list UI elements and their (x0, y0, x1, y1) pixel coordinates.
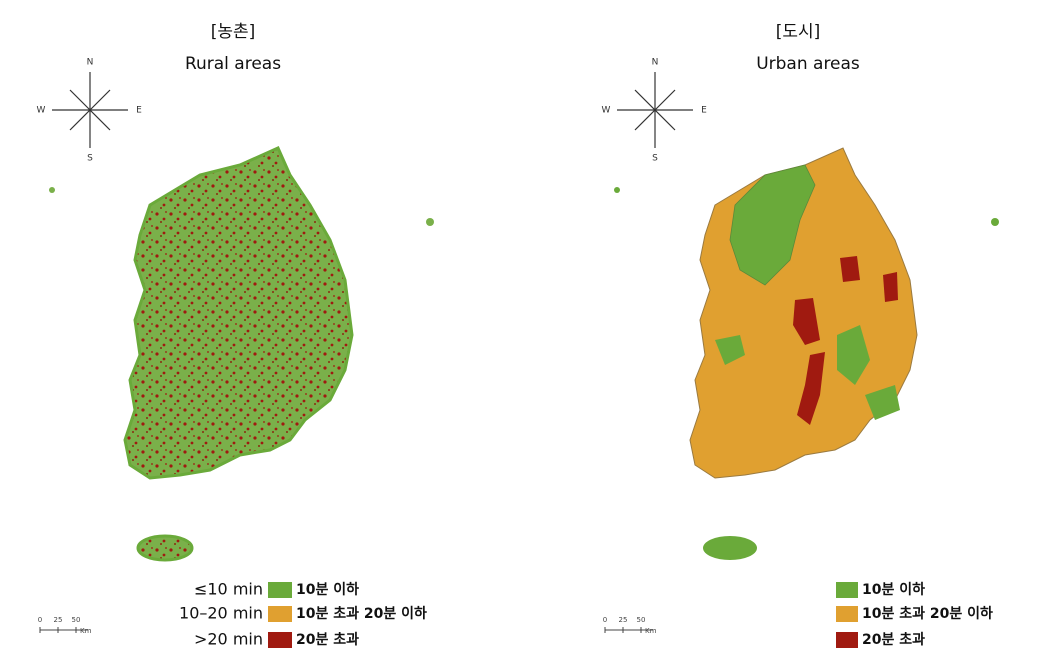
map-region (715, 335, 745, 365)
legend-label-en: 10–20 min (179, 604, 263, 623)
legend-label-en: >20 min (194, 630, 263, 649)
legend: 10분 이하 10분 초과 20분 이하 20분 초과 (836, 581, 993, 648)
legend-swatch (268, 582, 292, 598)
legend-label: 10분 초과 20분 이하 (862, 605, 993, 622)
panel-title: [도시] (776, 22, 821, 42)
legend: ≤10 min 10분 이하 10–20 min 10분 초과 20분 이하 >… (179, 580, 427, 649)
map-region (797, 352, 825, 425)
compass-n: N (652, 58, 659, 68)
rural-panel: [농촌] Rural areas N E S W 0 25 50 Km ≤10 … (37, 22, 434, 649)
legend-label: 20분 초과 (296, 632, 359, 648)
scale-label: 0 (38, 616, 42, 624)
map-island (49, 187, 55, 193)
map-jeju (136, 534, 194, 562)
panel-subtitle: Urban areas (756, 54, 860, 74)
legend-label: 10분 초과 20분 이하 (296, 605, 427, 622)
compass-e: E (701, 106, 707, 116)
scale-label: 25 (54, 616, 63, 624)
compass-w: W (37, 106, 46, 116)
compass-w: W (602, 106, 611, 116)
map-jeju (703, 536, 757, 560)
legend-swatch (268, 632, 292, 648)
map-region (883, 272, 898, 302)
map-region (729, 164, 816, 286)
map-island (426, 218, 434, 226)
legend-label-en: ≤10 min (194, 580, 263, 599)
legend-swatch (836, 582, 858, 598)
map-region (837, 325, 870, 385)
legend-label: 20분 초과 (862, 632, 925, 648)
legend-swatch (836, 632, 858, 648)
scale-bar (39, 627, 88, 633)
legend-swatch (268, 606, 292, 622)
scale-label: 50 (637, 616, 646, 624)
map-region (793, 298, 820, 345)
scale-unit: Km (645, 627, 657, 635)
scale-label: 50 (72, 616, 81, 624)
compass (52, 72, 128, 148)
compass-n: N (87, 58, 94, 68)
legend-swatch (836, 606, 858, 622)
scale-bar (604, 627, 653, 633)
legend-label: 10분 이하 (862, 581, 925, 598)
scale-label: 25 (619, 616, 628, 624)
map-mainland (123, 146, 354, 480)
map-urban (689, 147, 918, 479)
map-island (614, 187, 620, 193)
compass (617, 72, 693, 148)
compass-e: E (136, 106, 142, 116)
legend-label: 10분 이하 (296, 581, 359, 598)
map-region (840, 256, 860, 282)
map-island (991, 218, 999, 226)
panel-title: [농촌] (211, 22, 256, 42)
map-region (865, 385, 900, 420)
compass-s: S (652, 154, 658, 164)
panel-subtitle: Rural areas (185, 54, 281, 74)
compass-s: S (87, 154, 93, 164)
urban-panel: [도시] Urban areas N E S W 0 25 50 Km (602, 22, 999, 648)
scale-unit: Km (80, 627, 92, 635)
scale-label: 0 (603, 616, 607, 624)
